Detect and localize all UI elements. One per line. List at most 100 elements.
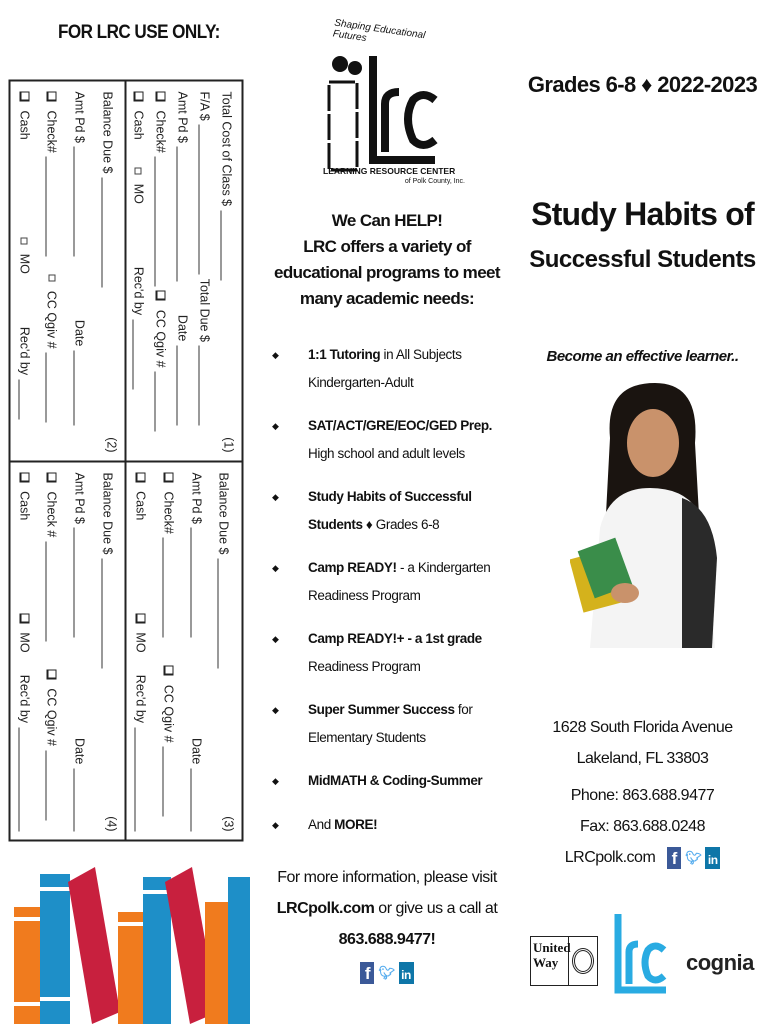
blank-field[interactable] [45,352,58,423]
facebook-icon[interactable]: f [667,846,682,869]
checkbox[interactable] [48,274,56,282]
blank-field[interactable] [154,371,167,432]
checkbox[interactable] [155,91,166,102]
blank-field[interactable] [154,156,167,287]
more-info: For more information, please visit LRCpo… [262,862,512,988]
blank-field[interactable] [134,727,147,832]
checkbox[interactable] [46,472,57,483]
payment-form: (1) Total Cost of Class $ F/A $ Total Due $… [8,79,244,842]
cover-tagline: Become an effective learner.. [546,348,740,365]
blank-field[interactable] [18,727,31,832]
program-item: ◆ Camp READY! - a Kindergarten Readiness P… [272,554,512,610]
field-label: Cash [133,491,148,521]
website-link[interactable]: LRCpolk.com [276,900,375,917]
blank-field[interactable] [73,527,86,638]
blank-field[interactable] [101,177,114,288]
checkbox[interactable] [46,669,57,680]
form-section: (2) Balance Due $ Amt Pd $ Date Check# CC Qgi… [10,81,127,461]
lrc-use-only-heading: FOR LRC USE ONLY: [58,22,220,43]
field-label: Rec'd by [133,674,148,724]
form-row: Amt Pd $ Date [69,92,91,453]
contact-phone: Phone: 863.688.9477 [570,787,715,804]
checkbox[interactable] [19,613,30,624]
checkbox[interactable] [163,472,174,483]
logo-mark [327,56,438,172]
field-label: MO [17,253,32,274]
blank-field[interactable] [162,746,175,817]
address-street: 1628 South Florida Avenue [552,719,733,736]
form-row: Balance Due $ [213,473,235,832]
checkbox[interactable] [134,167,142,175]
blank-field[interactable] [162,537,175,638]
section-number: (4) [105,816,119,832]
checkbox[interactable] [19,472,30,483]
program-item: ◆ And MORE! [272,811,512,839]
blank-field[interactable] [217,558,230,669]
form-row: Check# CC Qgiv # [149,91,171,453]
form-row: Total Cost of Class $ [215,92,237,453]
program-detail: Readiness Program [308,659,421,674]
field-label: Rec'd by [131,266,146,316]
field-label: Cash [131,110,146,140]
program-name: Super Summer Success [308,702,455,717]
blank-field[interactable] [73,768,86,832]
checkbox[interactable] [155,290,166,301]
field-label: CC Qgiv # [161,684,176,743]
checkbox[interactable] [46,91,57,102]
checkbox[interactable] [20,237,28,245]
checkbox[interactable] [135,472,146,483]
facebook-icon[interactable]: f [360,961,375,984]
program-item: ◆ SAT/ACT/GRE/EOC/GED Prep. High school an… [272,412,512,468]
form-row: Cash MO Rec'd by [13,472,35,832]
contact-website[interactable]: LRCpolk.com [564,849,656,866]
blank-field[interactable] [176,345,189,426]
united-way-text: United Way [531,937,571,985]
linkedin-icon[interactable]: in [705,846,721,869]
program-detail: High school and adult levels [308,446,465,461]
united-way-logo: United Way [530,936,598,986]
blank-field[interactable] [45,156,58,257]
section-number: (2) [105,437,119,453]
blank-field[interactable] [73,146,86,257]
form-row: Cash MO Rec'd by [127,91,149,453]
checkbox[interactable] [133,91,144,102]
bullet-icon: ◆ [272,350,279,360]
bullet-icon: ◆ [272,820,279,830]
program-name: MidMATH & Coding-Summer [308,773,483,788]
twitter-icon[interactable]: 🐦︎ [685,850,702,866]
help-line: We Can HELP! [331,211,443,230]
blank-field[interactable] [190,768,203,832]
field-label: Date [72,319,87,347]
form-half-left: (1) Total Cost of Class $ F/A $ Total Due $… [10,81,242,461]
blank-field[interactable] [18,379,31,420]
form-row: Check# CC Qgiv # [157,472,179,832]
address-city: Lakeland, FL 33803 [576,750,709,767]
blank-field[interactable] [45,541,58,642]
field-label: CC Qgiv # [153,309,168,368]
program-text: in All Subjects [380,347,462,362]
blank-field[interactable] [198,124,211,275]
cognia-logo: cognia [686,950,754,975]
blank-field[interactable] [176,146,189,282]
blank-field[interactable] [190,527,203,638]
field-label: Total Cost of Class $ [219,91,234,207]
twitter-icon[interactable]: 🐦︎ [378,965,395,980]
checkbox[interactable] [19,91,30,102]
blank-field[interactable] [45,750,58,821]
checkbox[interactable] [163,665,174,676]
field-label: Cash [17,110,32,140]
program-detail: Readiness Program [308,588,421,603]
contact-fax: Fax: 863.688.0248 [580,818,705,835]
linkedin-icon[interactable]: in [398,961,414,984]
blank-field[interactable] [220,210,233,281]
blank-field[interactable] [198,345,211,426]
blank-field[interactable] [101,558,114,669]
program-name: MORE! [334,817,378,832]
blank-field[interactable] [73,350,86,426]
field-label: Amt Pd $ [72,91,87,143]
field-label: Amt Pd $ [189,472,204,524]
blank-field[interactable] [132,319,145,390]
field-label: Balance Due $ [216,472,231,555]
form-row: Balance Due $ [96,473,118,832]
checkbox[interactable] [135,613,146,624]
